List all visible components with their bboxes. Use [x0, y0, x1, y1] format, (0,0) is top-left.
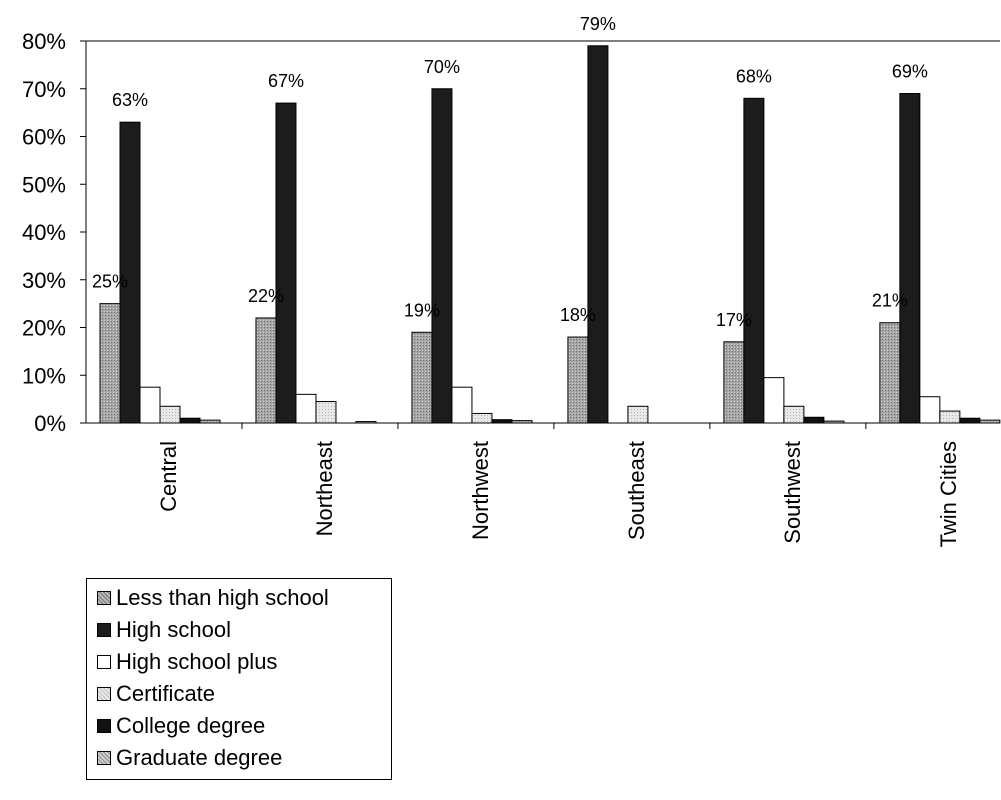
legend-item: Less than high school [97, 585, 329, 611]
x-tick-label: Southwest [780, 441, 805, 544]
y-tick-label: 30% [22, 268, 66, 293]
data-label: 69% [892, 62, 928, 82]
y-tick-label: 20% [22, 316, 66, 341]
legend-swatch [97, 687, 111, 701]
legend-label: Graduate degree [116, 745, 283, 770]
y-tick-label: 10% [22, 363, 66, 388]
data-label: 68% [736, 66, 772, 86]
bar [119, 121, 141, 424]
legend-label: Less than high school [116, 585, 329, 610]
bar [355, 421, 377, 424]
legend-item: High school [97, 617, 231, 643]
legend-swatch [97, 655, 111, 669]
x-tick-label: Northeast [312, 441, 337, 536]
bar [899, 93, 921, 424]
data-label: 70% [424, 57, 460, 77]
bar [939, 410, 961, 424]
bar [511, 420, 533, 424]
y-tick-label: 70% [22, 77, 66, 102]
legend-swatch [97, 623, 111, 637]
bar [295, 393, 317, 424]
data-label: 22% [248, 286, 284, 306]
data-label: 79% [580, 14, 616, 34]
bar [723, 341, 745, 424]
legend-swatch [97, 751, 111, 765]
bar [199, 419, 221, 424]
bar [823, 420, 845, 424]
bar [179, 417, 201, 424]
legend-label: College degree [116, 713, 266, 738]
bar [979, 419, 1001, 424]
legend: Less than high school High school High sch… [86, 578, 392, 780]
y-tick-label: 50% [22, 172, 66, 197]
bar [743, 97, 765, 424]
bar [159, 405, 181, 424]
legend-swatch [97, 591, 111, 605]
bar [587, 45, 609, 424]
bar [763, 377, 785, 424]
bar [471, 412, 493, 424]
bar [491, 419, 513, 424]
data-label: 63% [112, 90, 148, 110]
bar [627, 405, 649, 424]
y-tick-label: 40% [22, 220, 66, 245]
legend-label: High school plus [116, 649, 278, 674]
bar [139, 386, 161, 424]
bar [959, 417, 981, 424]
bar [567, 336, 589, 424]
x-tick-label: Southeast [624, 441, 649, 540]
x-tick-label: Northwest [468, 441, 493, 540]
bar [431, 88, 453, 424]
legend-item: Graduate degree [97, 745, 282, 771]
bar [411, 331, 433, 424]
bar [275, 102, 297, 424]
data-label: 19% [404, 300, 440, 320]
bar [451, 386, 473, 424]
x-tick-label: Twin Cities [936, 441, 961, 547]
bar [803, 416, 825, 424]
data-label: 21% [872, 291, 908, 311]
legend-item: Certificate [97, 681, 215, 707]
bar [783, 405, 805, 424]
bar [99, 303, 121, 424]
legend-swatch [97, 719, 111, 733]
data-label: 25% [92, 272, 128, 292]
bar [919, 396, 941, 424]
legend-label: Certificate [116, 681, 216, 706]
x-tick-label: Central [156, 441, 181, 512]
bar [315, 401, 337, 424]
y-tick-label: 0% [34, 411, 66, 436]
bar [255, 317, 277, 424]
data-label: 67% [268, 71, 304, 91]
y-tick-label: 80% [22, 29, 66, 54]
bar [879, 322, 901, 424]
data-label: 18% [560, 305, 596, 325]
legend-label: High school [116, 617, 231, 642]
data-label: 17% [716, 310, 752, 330]
y-tick-label: 60% [22, 125, 66, 150]
legend-item: High school plus [97, 649, 277, 675]
legend-item: College degree [97, 713, 265, 739]
